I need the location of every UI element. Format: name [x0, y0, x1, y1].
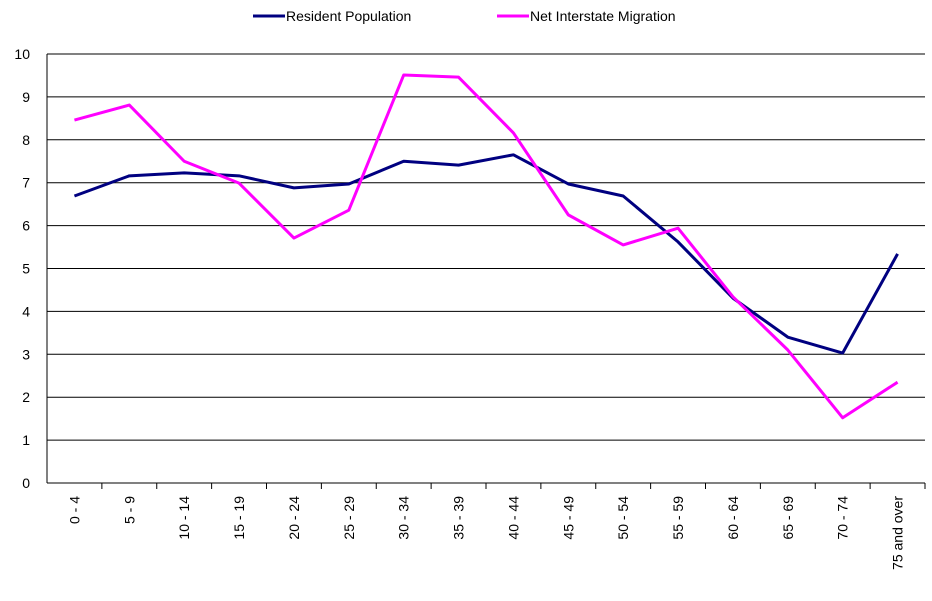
y-tick-label: 6 — [22, 218, 30, 234]
x-tick-label: 50 - 54 — [615, 496, 631, 540]
y-tick-label: 2 — [22, 389, 30, 405]
series-line — [74, 73, 899, 420]
x-tick-label: 55 - 59 — [670, 496, 686, 540]
x-tick-label: 10 - 14 — [176, 496, 192, 540]
y-tick-label: 10 — [14, 46, 30, 62]
x-tick-label: 40 - 44 — [505, 496, 521, 540]
x-tick-label: 75 and over — [890, 496, 906, 570]
y-tick-label: 3 — [22, 346, 30, 362]
legend-label: Net Interstate Migration — [530, 8, 676, 24]
x-tick-label: 45 - 49 — [560, 496, 576, 540]
y-tick-label: 8 — [22, 132, 30, 148]
x-tick-label: 0 - 4 — [66, 496, 82, 524]
x-tick-label: 30 - 34 — [396, 496, 412, 540]
x-tick-label: 5 - 9 — [121, 496, 137, 524]
y-tick-label: 4 — [22, 303, 30, 319]
x-tick-label: 25 - 29 — [341, 496, 357, 540]
x-tick-label: 35 - 39 — [451, 496, 467, 540]
x-tick-label: 70 - 74 — [835, 496, 851, 540]
y-tick-label: 1 — [22, 432, 30, 448]
y-tick-label: 7 — [22, 175, 30, 191]
legend-label: Resident Population — [286, 8, 411, 24]
y-tick-label: 5 — [22, 261, 30, 277]
y-tick-label: 0 — [22, 475, 30, 491]
x-tick-label: 60 - 64 — [725, 496, 741, 540]
y-tick-label: 9 — [22, 89, 30, 105]
x-tick-label: 15 - 19 — [231, 496, 247, 540]
series-line — [73, 153, 899, 355]
x-tick-label: 20 - 24 — [286, 496, 302, 540]
x-tick-label: 65 - 69 — [780, 496, 796, 540]
